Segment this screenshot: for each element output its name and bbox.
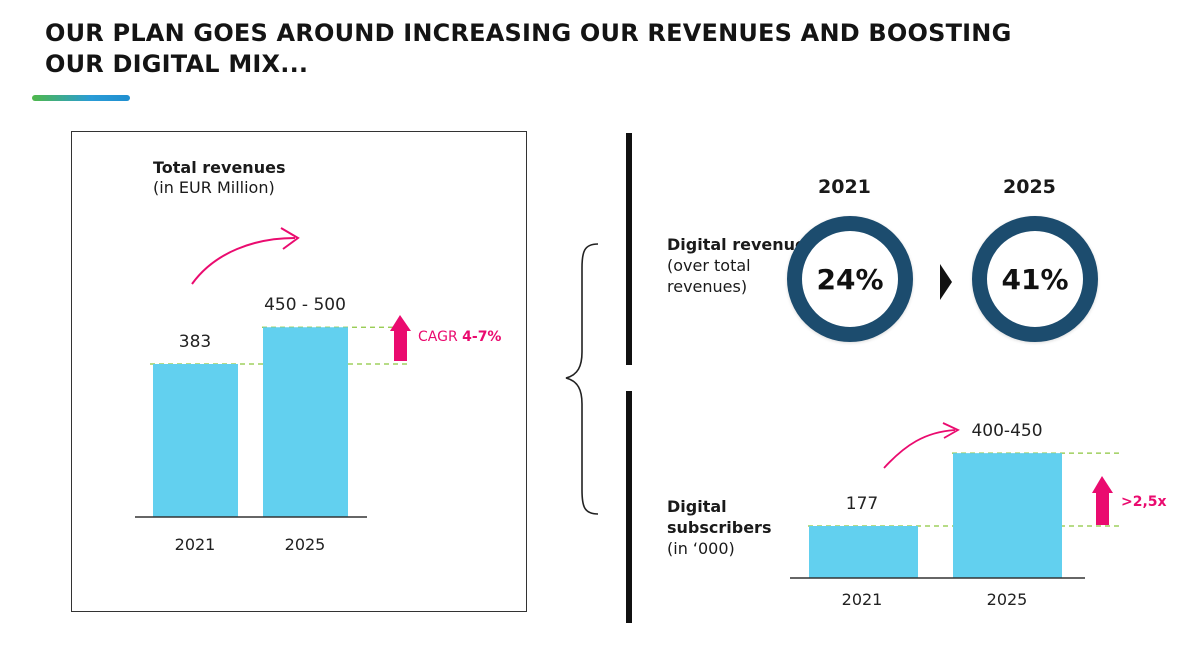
growth-arrowhead-icon [280, 227, 300, 250]
subs-growth-arrowhead-icon [942, 422, 960, 439]
value-label-2025: 450 - 500 [264, 295, 346, 315]
triangle-right-icon [940, 264, 952, 300]
subs-category-label-2021: 2021 [842, 590, 883, 609]
subs-growth-arrow-icon [883, 429, 956, 469]
subs-bar-2025 [953, 453, 1062, 578]
cagr-annotation: CAGR 4-7% [418, 329, 501, 345]
digital-subscribers-subtitle: (in ‘000) [667, 539, 735, 558]
title-underline [32, 95, 130, 101]
digital-subscribers-label: Digital subscribers (in ‘000) [667, 496, 771, 559]
digital-revenues-year-2025: 2025 [1003, 176, 1056, 198]
digital-share-circle-2021: 24% [787, 216, 913, 342]
subs-value-label-2025: 400-450 [971, 421, 1042, 441]
total-revenues-title: Total revenues [153, 158, 286, 177]
category-label-2025: 2025 [285, 535, 326, 554]
bar-2021 [153, 364, 238, 517]
total-revenues-heading: Total revenues (in EUR Million) [153, 158, 285, 198]
category-label-2021: 2021 [175, 535, 216, 554]
digital-revenues-label: Digital revenues (over total revenues) [667, 234, 815, 297]
subs-up-arrow-icon [1092, 476, 1113, 525]
subs-multiplier-annotation: >2,5x [1121, 494, 1167, 510]
cagr-up-arrow-icon [390, 315, 411, 361]
digital-revenues-sub-1: (over total [667, 256, 751, 275]
digital-subscribers-title-1: Digital [667, 497, 727, 516]
digital-share-value-2021: 24% [816, 262, 884, 296]
bar-2025 [263, 327, 348, 517]
digital-revenues-title: Digital revenues [667, 235, 816, 254]
total-revenues-panel [71, 131, 527, 612]
page-title-line-2: OUR DIGITAL MIX... [45, 50, 309, 78]
subs-category-label-2025: 2025 [987, 590, 1028, 609]
page-title: OUR PLAN GOES AROUND INCREASING OUR REVE… [45, 18, 1045, 80]
cagr-prefix: CAGR [418, 329, 462, 345]
digital-share-value-2025: 41% [1001, 262, 1069, 296]
page-title-line-1: OUR PLAN GOES AROUND INCREASING OUR REVE… [45, 19, 1012, 47]
subs-value-label-2021: 177 [846, 494, 878, 514]
digital-revenues-year-2021: 2021 [818, 176, 871, 198]
divider-bottom [626, 391, 632, 623]
value-label-2021: 383 [179, 332, 211, 352]
subs-bar-2021 [809, 526, 918, 578]
digital-revenues-sub-2: revenues) [667, 277, 748, 296]
digital-subscribers-title-2: subscribers [667, 518, 772, 537]
cagr-value: 4-7% [462, 329, 501, 345]
divider-top [626, 133, 632, 365]
brace-icon [565, 243, 599, 515]
growth-arrow-icon [191, 237, 296, 285]
total-revenues-subtitle: (in EUR Million) [153, 178, 275, 197]
